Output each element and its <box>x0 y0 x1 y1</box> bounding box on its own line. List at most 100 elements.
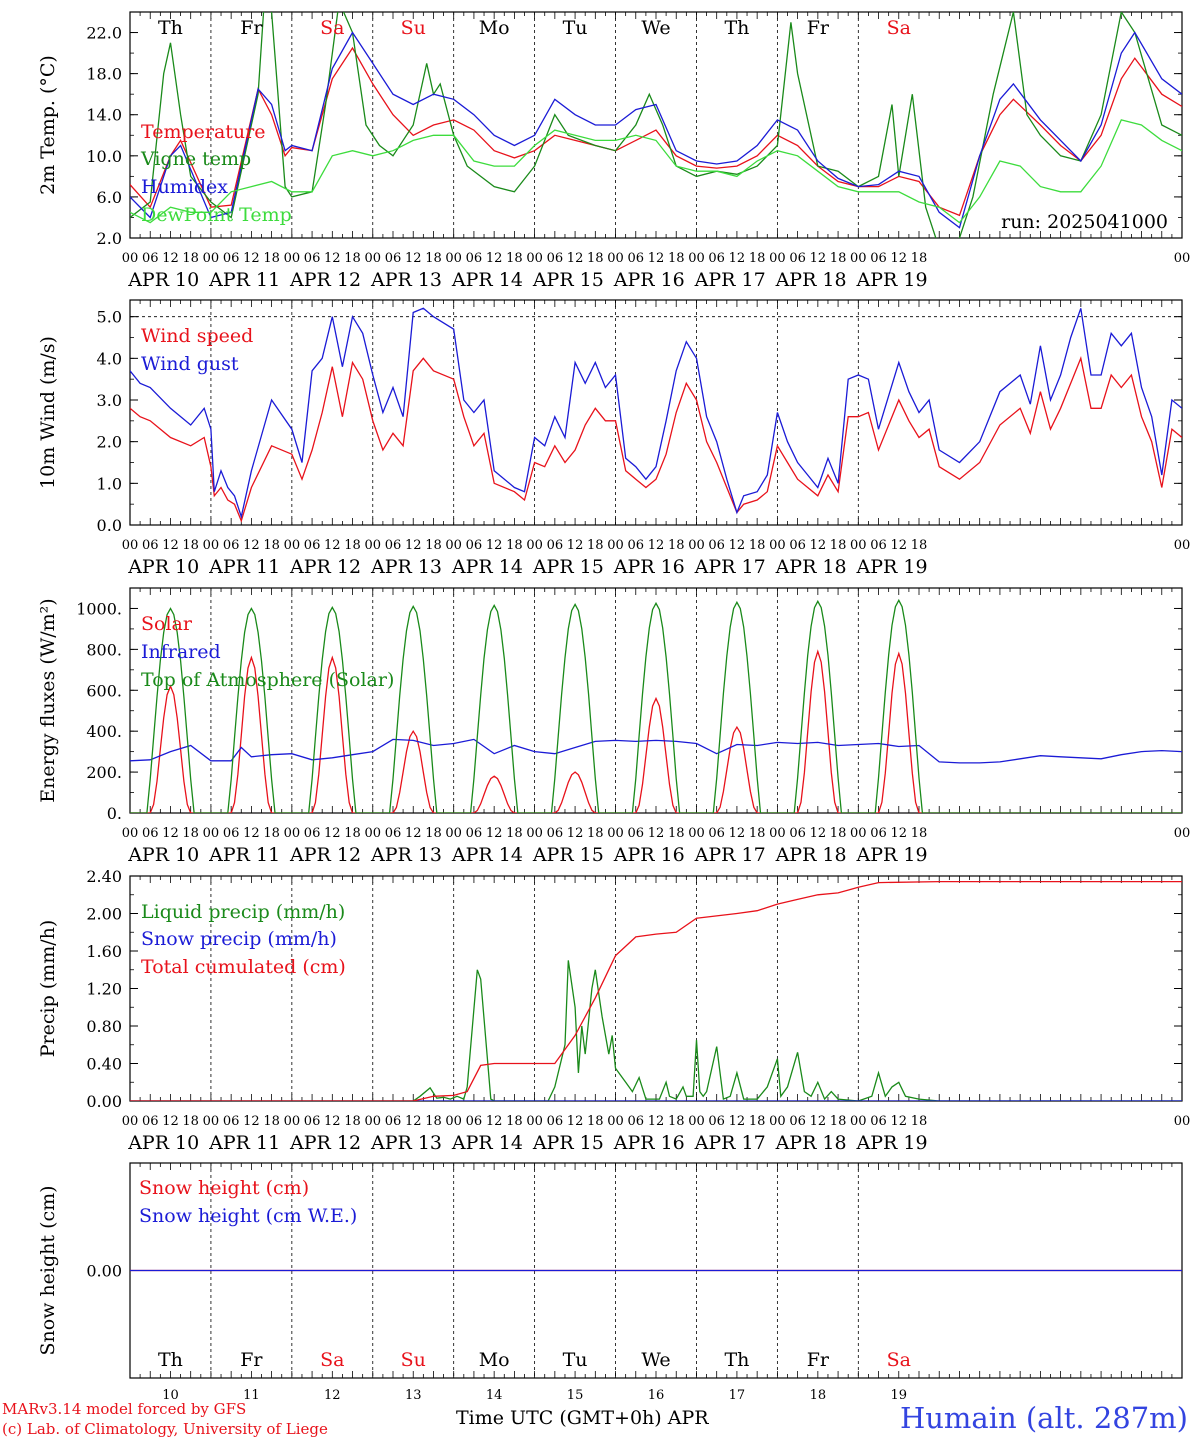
hour-label: 00 <box>364 826 381 841</box>
y-tick-label: 3.0 <box>97 391 122 410</box>
hour-label: 06 <box>870 538 887 553</box>
y-tick-label: 2.40 <box>86 867 122 886</box>
series-line-solar <box>130 649 1182 813</box>
y-axis-label: 2m Temp. (°C) <box>37 55 59 195</box>
hour-label: 12 <box>648 251 665 266</box>
hour-label: 12 <box>405 538 422 553</box>
hour-label: 06 <box>385 1114 402 1129</box>
y-tick-label: 0.00 <box>86 1262 122 1281</box>
series-line-vigne-temp <box>130 12 1182 238</box>
date-label: APR 11 <box>208 556 280 578</box>
hour-label: 12 <box>162 251 179 266</box>
panel-1: 2.0 6.0 10.0 14.0 18.0 22.0 2m Temp. (°C) Tempe… <box>37 11 1190 291</box>
hour-label: 18 <box>425 826 442 841</box>
y-axis-label: 10m Wind (m/s) <box>37 336 59 489</box>
date-label: APR 16 <box>613 556 685 578</box>
day-number: 17 <box>729 1388 746 1403</box>
hour-label: 12 <box>890 251 907 266</box>
hour-label: 00 <box>122 251 139 266</box>
hour-label: 00 <box>284 1114 301 1129</box>
hour-label: 06 <box>142 1114 159 1129</box>
day-name: Tu <box>563 1349 588 1371</box>
legend-entry: Liquid precip (mm/h) <box>141 901 345 923</box>
day-name: Fr <box>807 1349 830 1371</box>
hour-label: 12 <box>486 826 503 841</box>
day-name: Th <box>724 1349 749 1371</box>
hour-label: 00 <box>850 538 867 553</box>
hour-label: 00 <box>203 538 220 553</box>
y-tick-label: 5.0 <box>97 308 122 327</box>
date-label: APR 13 <box>370 556 442 578</box>
hour-label: 06 <box>870 1114 887 1129</box>
hour-label: 12 <box>890 826 907 841</box>
date-label: APR 16 <box>613 1132 685 1154</box>
hour-label: 06 <box>385 826 402 841</box>
date-label: APR 14 <box>451 556 523 578</box>
hour-label: 06 <box>789 251 806 266</box>
hour-label: 12 <box>729 538 746 553</box>
hour-label: 18 <box>668 826 685 841</box>
hour-label: 18 <box>182 1114 199 1129</box>
hour-label: 00 <box>607 826 624 841</box>
date-label: APR 10 <box>127 556 199 578</box>
date-label: APR 14 <box>451 1132 523 1154</box>
hour-label: 12 <box>405 826 422 841</box>
hour-label: 00 <box>445 826 462 841</box>
day-name: We <box>641 17 670 39</box>
legend-entry: Snow precip (mm/h) <box>141 928 337 950</box>
hour-label: 00 <box>769 251 786 266</box>
hour-label: 00 <box>284 251 301 266</box>
day-number: 13 <box>405 1388 422 1403</box>
day-name: Fr <box>240 17 263 39</box>
hour-label: 12 <box>810 538 827 553</box>
hour-label: 12 <box>567 538 584 553</box>
hour-label: 12 <box>810 1114 827 1129</box>
date-label: APR 17 <box>694 556 766 578</box>
hour-label: 12 <box>162 1114 179 1129</box>
hour-label: 06 <box>223 538 240 553</box>
series-line-temperature <box>130 46 1182 217</box>
hour-label: 12 <box>810 251 827 266</box>
series-line-humidex <box>130 31 1182 229</box>
y-tick-label: 0.00 <box>86 1092 122 1111</box>
hour-label: 06 <box>708 251 725 266</box>
day-name: Su <box>401 17 426 39</box>
hour-label: 06 <box>304 826 321 841</box>
station-name: Humain (alt. 287m) <box>900 1401 1188 1435</box>
legend-entry: DewPoint Temp <box>141 204 292 226</box>
hour-label: 00 <box>769 538 786 553</box>
y-tick-label: 4.0 <box>97 349 122 368</box>
date-label: APR 19 <box>856 1132 928 1154</box>
hour-label: 12 <box>729 251 746 266</box>
y-tick-label: 200. <box>86 763 122 782</box>
date-label: APR 15 <box>532 1132 604 1154</box>
legend-entry: Infrared <box>141 641 221 663</box>
date-label: APR 17 <box>694 1132 766 1154</box>
date-label: APR 19 <box>856 556 928 578</box>
day-name: Fr <box>807 17 830 39</box>
hour-label: 18 <box>911 826 928 841</box>
panel-5: 0.00 Snow height (cm) Snow height (cm) Snow… <box>37 1162 1183 1403</box>
legend-entry: Snow height (cm) <box>139 1177 309 1199</box>
series-line-top-of-atmosphere-solar <box>130 598 1182 813</box>
hour-label: 18 <box>506 251 523 266</box>
hour-label: 18 <box>911 251 928 266</box>
y-tick-label: 0.80 <box>86 1017 122 1036</box>
hour-label: 12 <box>324 538 341 553</box>
hour-label: 00 <box>1174 826 1191 841</box>
day-name: Mo <box>479 17 510 39</box>
hour-label: 00 <box>850 826 867 841</box>
y-tick-label: 10.0 <box>86 147 122 166</box>
y-tick-label: 0. <box>107 804 122 823</box>
hour-label: 00 <box>203 1114 220 1129</box>
day-number: 18 <box>810 1388 827 1403</box>
hour-label: 06 <box>547 251 564 266</box>
hour-label: 12 <box>810 826 827 841</box>
hour-label: 06 <box>142 826 159 841</box>
day-number: 16 <box>648 1388 665 1403</box>
y-tick-label: 400. <box>86 722 122 741</box>
hour-label: 00 <box>769 1114 786 1129</box>
hour-label: 12 <box>162 538 179 553</box>
date-label: APR 12 <box>289 556 361 578</box>
